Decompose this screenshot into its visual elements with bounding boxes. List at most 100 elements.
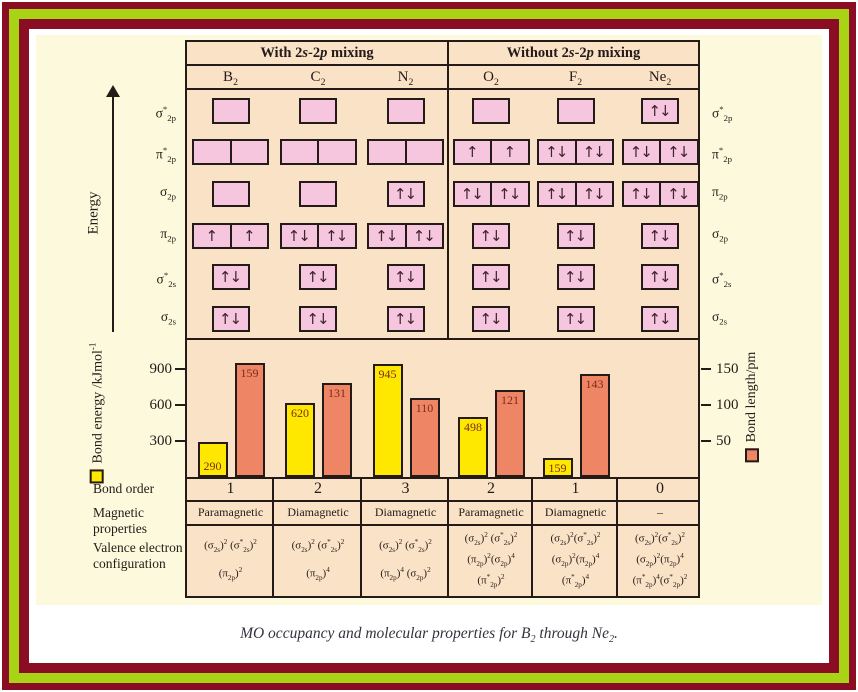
orbital-electrons: ↑↓ [317,224,355,247]
config-line: (σ2s)2(σ*2s)2 [635,531,685,547]
bar-value-label: 143 [585,377,604,392]
orbital-electrons: ↑↓ [563,310,587,329]
orbital-electrons: ↑↓ [393,268,417,287]
mo-panel: With 2s-2p mixing Without 2s-2p mixing [185,40,700,598]
bond-energy-axis-text: Bond energy /kJmol-1 [87,342,106,464]
molecule-header: F2 [568,69,583,88]
molecule-header: B2 [223,69,238,88]
orbital-electrons [389,100,423,122]
orbital-box: ↑↓ [299,264,337,291]
orbital-electrons: ↑ [465,143,479,162]
orbital-box: ↑↓ ↑↓ [367,222,444,249]
config-line: (π2p)4 [306,566,330,582]
orbital-electrons: ↑↓ [648,101,671,120]
orbital-electrons: ↑↓ [629,185,653,204]
config-line: (σ2p)2(π2p)4 [636,552,684,568]
left-axis-tick-mark [175,404,185,406]
bar-value-label: 290 [203,458,222,473]
orbital-electrons: ↑↓ [545,185,568,204]
orbital-label-right: σ2s [712,309,728,327]
orbital-electrons [301,183,335,205]
column-divider [360,477,362,596]
divider [187,524,698,526]
bond-energy-bar: 159 [542,457,573,477]
header-without-mixing: Without 2s-2p mixing [506,45,641,61]
valence-config-cell: (σ2s)2 (σ*2s)2 (π2p)2(σ2p)4 (π*2p)2 [451,526,531,594]
orbital-box [556,97,595,124]
bar-value-label: 110 [415,400,434,415]
orbital-label-right: π2p [712,184,728,202]
divider [187,500,698,502]
valence-config-cell: (σ2s)2 (σ*2s)2 (π2p)2 [189,526,272,594]
orbital-electrons [214,183,248,205]
valence-config-row-label: Valence electron configuration [93,540,183,571]
magnetic-value: Paramagnetic [197,505,264,519]
orbital-box [299,97,337,124]
orbital-electrons: ↑↓ [659,183,697,206]
bar-value-label: 159 [240,365,259,380]
orbital-electrons [282,141,318,163]
orbital-electrons: ↑↓ [545,143,568,162]
orbital-electrons [229,141,268,164]
valence-config-cell: (σ2s)2(σ*2s)2 (σ2p)2(π2p)4 (π*2p)4(σ*2p)2 [620,526,700,594]
orbital-box [211,97,250,124]
center-divider [447,42,449,340]
orbital-label-right: σ2p [712,225,729,244]
orbital-label-right: σ*2s [712,270,732,290]
divider [187,64,698,66]
orbital-electrons [559,100,593,122]
orbital-label-right: π*2p [712,145,732,165]
orbital-box: ↑↓ [472,222,510,249]
orbital-electrons: ↑↓ [287,226,311,245]
valence-config-cell: (σ2s)2 (σ*2s)2 (π2p)4 (σ2p)2 [364,526,447,594]
bond-length-bar: 159 [234,362,265,477]
orbital-electrons: ↑↓ [218,310,242,329]
left-axis-tick-label: 600 [149,397,173,413]
orbital-electrons [404,141,443,164]
bond-energy-bar: 620 [285,402,315,477]
right-axis-tick-mark [701,404,711,406]
orbital-box: ↑↓ ↑↓ [537,181,614,208]
orbital-electrons: ↑↓ [479,310,502,329]
bar-value-label: 620 [291,405,309,420]
bond-length-bar: 143 [579,374,610,477]
orbital-electrons [369,141,405,163]
orbital-box: ↑↓ [641,264,679,291]
molecule-header: Ne2 [648,69,672,88]
orbital-electrons: ↑↓ [648,226,671,245]
config-line: (σ2s)2 (σ*2s)2 [464,531,518,547]
orbital-box: ↑↓ [211,264,250,291]
orbital-box: ↑↓ ↑↓ [279,222,357,249]
orbital-box: ↑↓ [641,97,679,124]
bond-energy-axis-label: Bond energy /kJmol-1 [88,343,107,484]
bond-energy-bar: 290 [197,442,228,477]
orbital-electrons: ↑↓ [393,310,417,329]
bond-energy-bar: 945 [372,363,403,477]
bond-order-value: 2 [314,480,322,497]
config-line: (π2p)4 (σ2p)2 [380,566,431,582]
bar-value-label: 121 [501,392,519,407]
green-frame: Energy Bond energy /kJmol-1 Bond length/… [9,9,849,683]
orbital-box: ↑↓ [386,306,425,333]
config-line: (σ2s)2(σ*2s)2 [550,531,601,547]
orbital-box: ↑↓ ↑↓ [621,139,699,166]
orbital-electrons: ↑↓ [563,226,587,245]
orbital-box: ↑↓ [386,181,425,208]
orbital-box: ↑↓ [641,306,679,333]
orbital-box: ↑↓ [211,306,250,333]
bond-order-value: 1 [226,480,235,497]
inner-maroon-frame: Energy Bond energy /kJmol-1 Bond length/… [19,19,839,673]
caption-band: MO occupancy and molecular properties fo… [36,605,822,659]
bond-length-bar: 131 [322,382,352,477]
left-axis-tick-label: 300 [149,433,173,449]
left-axis-tick-mark [175,368,185,370]
molecule-header: N2 [397,69,414,88]
column-divider [272,477,274,596]
orbital-electrons: ↑↓ [375,226,398,245]
config-line: (σ2s)2 (σ*2s)2 [291,538,345,554]
orbital-box: ↑↓ [556,222,595,249]
energy-axis-arrowhead-icon [106,85,120,97]
orbital-box: ↑ ↑ [452,139,530,166]
orbital-box: ↑↓ ↑↓ [621,181,699,208]
orbital-electrons: ↑↓ [479,268,502,287]
